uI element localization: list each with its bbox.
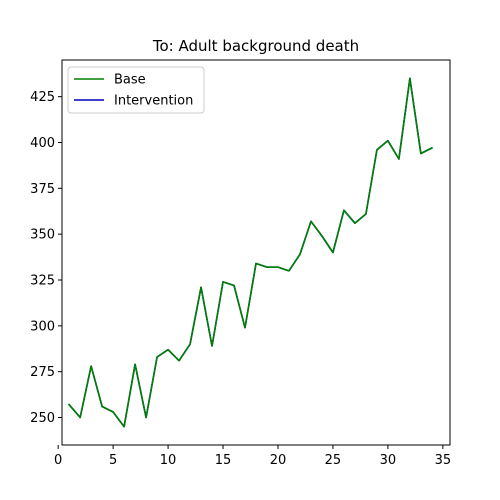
x-tick-label: 25 (325, 453, 342, 468)
y-tick-label: 300 (30, 319, 55, 334)
y-tick-label: 400 (30, 136, 55, 151)
y-tick-label: 350 (30, 228, 55, 243)
x-tick-label: 30 (380, 453, 397, 468)
plot-area (61, 59, 451, 446)
x-tick-label: 15 (215, 453, 232, 468)
legend-label-base: Base (114, 73, 146, 88)
x-tick-label: 20 (270, 453, 287, 468)
legend: Base Intervention (67, 66, 205, 114)
y-tick-label: 375 (30, 182, 55, 197)
y-axis: 250 275 300 325 350 375 400 425 (30, 90, 62, 426)
legend-label-intervention: Intervention (114, 94, 193, 109)
x-tick-label: 0 (54, 453, 62, 468)
y-tick-label: 425 (30, 90, 55, 105)
series-line-base (68, 77, 433, 428)
x-tick-label: 5 (109, 453, 117, 468)
x-axis: 0 5 10 15 20 25 30 35 (54, 445, 451, 468)
x-tick-label: 35 (435, 453, 452, 468)
series-layer (68, 77, 433, 428)
x-tick-label: 10 (160, 453, 177, 468)
y-tick-label: 325 (30, 274, 55, 289)
y-tick-label: 275 (30, 365, 55, 380)
y-tick-label: 250 (30, 411, 55, 426)
chart-title: To: Adult background death (152, 37, 359, 55)
